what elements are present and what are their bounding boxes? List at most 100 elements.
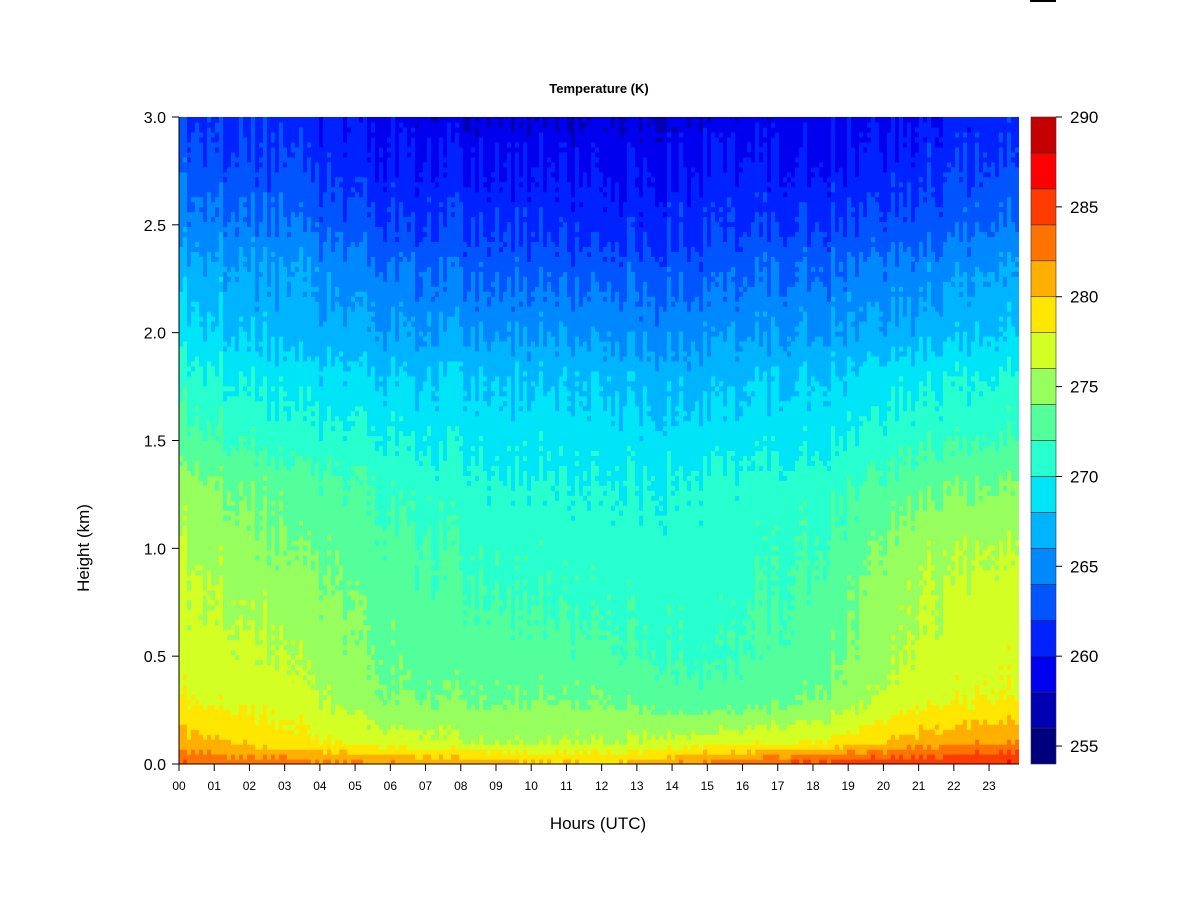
heatmap-cell: [183, 157, 188, 163]
heatmap-cell: [223, 709, 228, 715]
heatmap-cell: [219, 744, 224, 750]
heatmap-cell: [207, 570, 212, 576]
heatmap-cell: [207, 431, 212, 437]
heatmap-cell: [243, 341, 248, 347]
heatmap-cell: [303, 640, 308, 646]
heatmap-cell: [291, 744, 296, 750]
heatmap-cell: [255, 465, 260, 471]
heatmap-cell: [195, 620, 200, 626]
heatmap-cell: [287, 754, 292, 760]
heatmap-cell: [239, 520, 244, 526]
heatmap-cell: [247, 226, 252, 232]
heatmap-cell: [259, 600, 264, 606]
heatmap-cell: [315, 147, 320, 153]
heatmap-cell: [183, 421, 188, 427]
heatmap-cell: [227, 615, 232, 621]
heatmap-cell: [187, 271, 192, 277]
heatmap-cell: [223, 231, 228, 237]
heatmap-cell: [299, 236, 304, 242]
heatmap-cell: [211, 326, 216, 332]
heatmap-cell: [299, 291, 304, 297]
heatmap-cell: [215, 281, 220, 287]
heatmap-cell: [191, 192, 196, 198]
heatmap-cell: [263, 331, 268, 337]
heatmap-cell: [247, 664, 252, 670]
heatmap-cell: [327, 674, 332, 680]
heatmap-cell: [311, 301, 316, 307]
heatmap-cell: [295, 222, 300, 228]
heatmap-cell: [191, 416, 196, 422]
heatmap-cell: [195, 724, 200, 730]
heatmap-cell: [203, 241, 208, 247]
heatmap-cell: [247, 719, 252, 725]
heatmap-cell: [283, 724, 288, 730]
heatmap-cell: [259, 142, 264, 148]
heatmap-cell: [263, 202, 268, 208]
heatmap-cell: [203, 664, 208, 670]
heatmap-cell: [263, 256, 268, 262]
heatmap-cell: [191, 147, 196, 153]
heatmap-cell: [243, 595, 248, 601]
heatmap-cell: [303, 266, 308, 272]
heatmap-cell: [291, 520, 296, 526]
heatmap-cell: [211, 605, 216, 611]
heatmap-cell: [263, 177, 268, 183]
heatmap-cell: [307, 256, 312, 262]
heatmap-cell: [179, 689, 184, 695]
heatmap-cell: [291, 311, 296, 317]
heatmap-cell: [283, 560, 288, 566]
heatmap-cell: [303, 709, 308, 715]
heatmap-cell: [315, 341, 320, 347]
heatmap-cell: [235, 276, 240, 282]
heatmap-cell: [227, 734, 232, 740]
heatmap-cell: [235, 605, 240, 611]
heatmap-cell: [303, 540, 308, 546]
heatmap-cell: [327, 744, 332, 750]
heatmap-cell: [287, 192, 292, 198]
heatmap-cell: [235, 590, 240, 596]
heatmap-cell: [283, 296, 288, 302]
heatmap-cell: [219, 316, 224, 322]
heatmap-cell: [211, 251, 216, 257]
heatmap-cell: [263, 346, 268, 352]
heatmap-cell: [195, 530, 200, 536]
heatmap-cell: [267, 436, 272, 442]
heatmap-cell: [239, 421, 244, 427]
heatmap-cell: [275, 411, 280, 417]
heatmap-cell: [219, 371, 224, 377]
heatmap-cell: [295, 510, 300, 516]
heatmap-cell: [323, 580, 328, 586]
heatmap-cell: [275, 117, 280, 123]
heatmap-cell: [219, 580, 224, 586]
heatmap-cell: [283, 361, 288, 367]
heatmap-cell: [223, 515, 228, 521]
heatmap-cell: [203, 386, 208, 392]
heatmap-cell: [327, 187, 332, 193]
heatmap-cell: [191, 406, 196, 412]
heatmap-cell: [291, 147, 296, 153]
heatmap-cell: [303, 470, 308, 476]
heatmap-cell: [291, 376, 296, 382]
heatmap-cell: [299, 197, 304, 203]
heatmap-cell: [231, 530, 236, 536]
heatmap-cell: [271, 739, 276, 745]
heatmap-cell: [319, 664, 324, 670]
heatmap-cell: [247, 699, 252, 705]
heatmap-cell: [243, 475, 248, 481]
heatmap-cell: [287, 177, 292, 183]
heatmap-cell: [219, 256, 224, 262]
heatmap-cell: [223, 341, 228, 347]
heatmap-cell: [307, 699, 312, 705]
heatmap-cell: [223, 744, 228, 750]
heatmap-cell: [319, 241, 324, 247]
heatmap-cell: [271, 132, 276, 138]
heatmap-cell: [215, 406, 220, 412]
heatmap-cell: [203, 411, 208, 417]
heatmap-cell: [243, 734, 248, 740]
heatmap-cell: [231, 655, 236, 661]
heatmap-cell: [255, 625, 260, 631]
heatmap-cell: [311, 311, 316, 317]
heatmap-cell: [191, 630, 196, 636]
heatmap-cell: [251, 724, 256, 730]
heatmap-cell: [223, 664, 228, 670]
